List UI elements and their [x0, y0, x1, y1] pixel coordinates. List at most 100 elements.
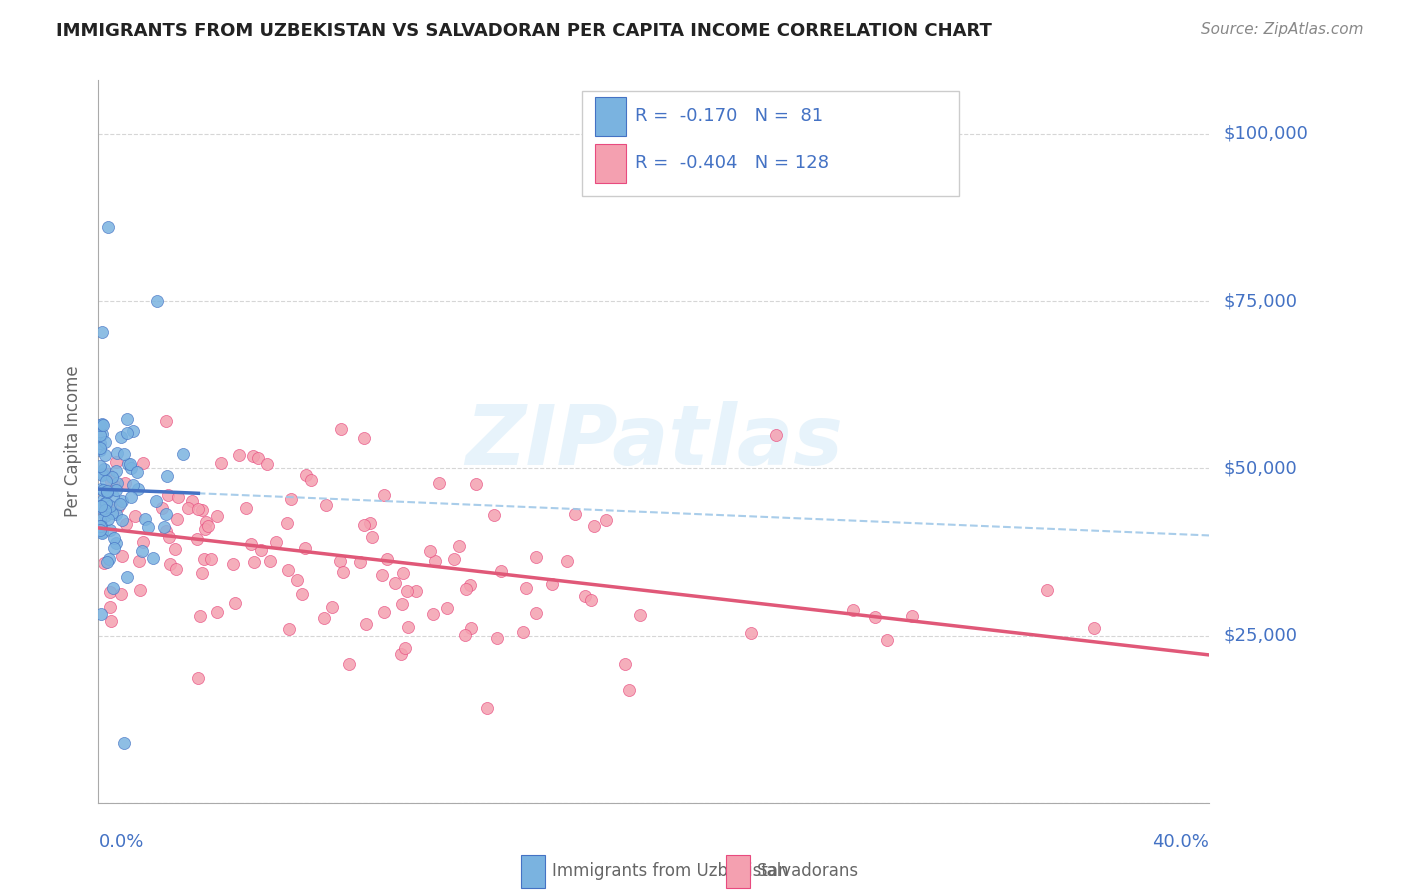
Point [98, 585, 121, 599]
Point [595, 513, 617, 527]
Point [515, 582, 537, 596]
Point [142, 551, 165, 566]
Point [628, 607, 651, 622]
Text: $50,000: $50,000 [1223, 459, 1296, 477]
Point [89, 417, 111, 432]
Point [155, 414, 177, 428]
Point [193, 552, 215, 566]
Bar [595, 96, 626, 136]
Point [101, 477, 124, 491]
Point [458, 577, 481, 591]
Point [94, 434, 117, 449]
Point [221, 557, 243, 571]
Text: Source: ZipAtlas.com: Source: ZipAtlas.com [1201, 22, 1364, 37]
Point [583, 519, 606, 533]
Point [91, 467, 114, 482]
Point [460, 621, 482, 635]
Point [456, 582, 478, 597]
Point [98, 551, 121, 566]
Point [1036, 583, 1059, 598]
Point [765, 427, 787, 442]
Point [101, 581, 124, 595]
Point [465, 476, 488, 491]
Point [121, 478, 143, 492]
Bar [595, 144, 626, 183]
Point [264, 535, 287, 549]
Point [876, 632, 898, 647]
Point [419, 543, 441, 558]
Point [105, 455, 128, 469]
Point [392, 566, 415, 580]
Point [389, 647, 412, 661]
Point [91, 417, 114, 432]
Text: IMMIGRANTS FROM UZBEKISTAN VS SALVADORAN PER CAPITA INCOME CORRELATION CHART: IMMIGRANTS FROM UZBEKISTAN VS SALVADORAN… [56, 22, 993, 40]
Point [449, 539, 471, 553]
Point [96, 484, 118, 499]
Point [863, 610, 886, 624]
Point [98, 599, 121, 614]
Point [94, 474, 117, 488]
Point [136, 519, 159, 533]
Point [91, 525, 114, 540]
Point [115, 412, 138, 426]
Point [197, 518, 219, 533]
Point [167, 490, 190, 504]
Point [111, 493, 134, 508]
Point [93, 503, 115, 517]
Point [94, 448, 117, 462]
Point [114, 516, 136, 531]
Text: 40.0%: 40.0% [1153, 833, 1209, 851]
Point [131, 456, 153, 470]
Point [91, 467, 114, 482]
Point [155, 507, 177, 521]
Point [291, 587, 314, 601]
Text: ZIPatlas: ZIPatlas [465, 401, 842, 482]
Point [127, 482, 149, 496]
Point [89, 427, 111, 442]
Point [117, 570, 139, 584]
Point [614, 657, 637, 671]
Point [205, 508, 228, 523]
Point [120, 461, 142, 475]
Point [118, 457, 141, 471]
Point [247, 450, 270, 465]
Point [89, 513, 111, 527]
Point [191, 566, 214, 580]
Point [180, 493, 202, 508]
Point [190, 503, 212, 517]
Point [250, 543, 273, 558]
Point [224, 596, 246, 610]
Point [90, 607, 112, 621]
Point [295, 468, 318, 483]
Point [294, 541, 316, 555]
Point [93, 462, 115, 476]
Point [337, 657, 360, 671]
Point [105, 446, 128, 460]
Point [107, 500, 129, 515]
Point [111, 513, 134, 527]
Point [89, 459, 111, 474]
Point [159, 557, 181, 571]
Point [90, 524, 112, 539]
Point [89, 519, 111, 533]
Point [112, 447, 135, 461]
Text: Salvadorans: Salvadorans [756, 863, 859, 880]
Point [105, 483, 128, 497]
Point [94, 496, 117, 510]
Point [256, 457, 278, 471]
Point [243, 555, 266, 569]
Point [91, 483, 114, 497]
Point [186, 533, 208, 547]
Point [89, 442, 111, 457]
Point [124, 509, 146, 524]
Point [97, 467, 120, 481]
Point [329, 554, 352, 568]
Point [194, 515, 217, 529]
Point [98, 499, 121, 513]
Point [259, 554, 281, 568]
Point [125, 465, 148, 479]
Point [89, 441, 111, 455]
Point [165, 541, 187, 556]
Point [110, 587, 132, 601]
Point [101, 490, 124, 504]
